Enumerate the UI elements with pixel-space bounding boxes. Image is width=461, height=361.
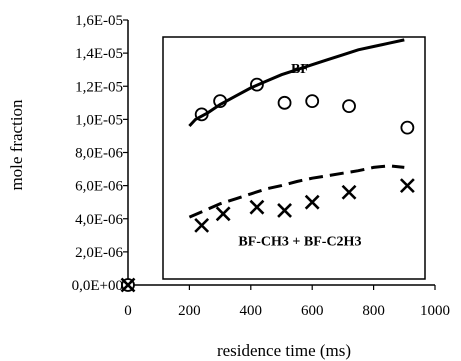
annotation-label: BF-CH3 + BF-C2H3 [238, 234, 361, 249]
x-tick-label: 0 [124, 303, 132, 319]
circle-marker [305, 94, 320, 109]
x-axis-title: residence time (ms) [217, 341, 351, 360]
circle-marker [277, 95, 292, 110]
x-tick-label: 400 [240, 303, 263, 319]
x-tick-label: 800 [362, 303, 385, 319]
y-tick-label: 1,4E-05 [75, 46, 123, 62]
y-tick-label: 8,0E-06 [75, 146, 123, 162]
cross-marker [277, 203, 292, 218]
x-tick-label: 1000 [420, 303, 450, 319]
y-tick-label: 1,0E-05 [75, 112, 123, 128]
series-layer [120, 38, 415, 293]
y-tick-label: 2,0E-06 [75, 245, 123, 261]
tick-labels: 0,0E+00 2,0E-06 4,0E-06 6,0E-06 8,0E-06 1,0E-… [72, 13, 450, 319]
dashed-series-line [188, 164, 405, 219]
y-tick-label: 1,6E-05 [75, 13, 123, 29]
y-tick-label: 4,0E-06 [75, 212, 123, 228]
cross-marker [341, 184, 357, 200]
series-1 [121, 77, 415, 292]
y-tick-label: 0,0E+00 [72, 278, 123, 294]
plot-frame [162, 36, 426, 280]
series-2 [120, 178, 415, 293]
axes [123, 19, 436, 290]
series-4 [188, 164, 405, 219]
series-3 [188, 38, 405, 128]
solid-series-line [188, 38, 405, 128]
circle-marker [400, 120, 415, 135]
y-tick-label: 6,0E-06 [75, 179, 123, 195]
cross-marker [249, 199, 265, 215]
y-tick-label: 1,2E-05 [75, 79, 123, 95]
cross-marker [194, 217, 210, 233]
cross-marker [215, 206, 231, 222]
annotation-label: BF [291, 62, 309, 77]
y-axis-title: mole fraction [7, 99, 26, 191]
cross-marker [399, 178, 415, 194]
cross-marker [304, 194, 320, 210]
x-tick-label: 600 [301, 303, 324, 319]
annotations: BF BF-CH3 + BF-C2H3 [238, 62, 361, 249]
plot-area [162, 36, 426, 280]
cross-marker [120, 277, 136, 293]
x-tick-label: 200 [178, 303, 201, 319]
circle-marker [342, 99, 356, 114]
